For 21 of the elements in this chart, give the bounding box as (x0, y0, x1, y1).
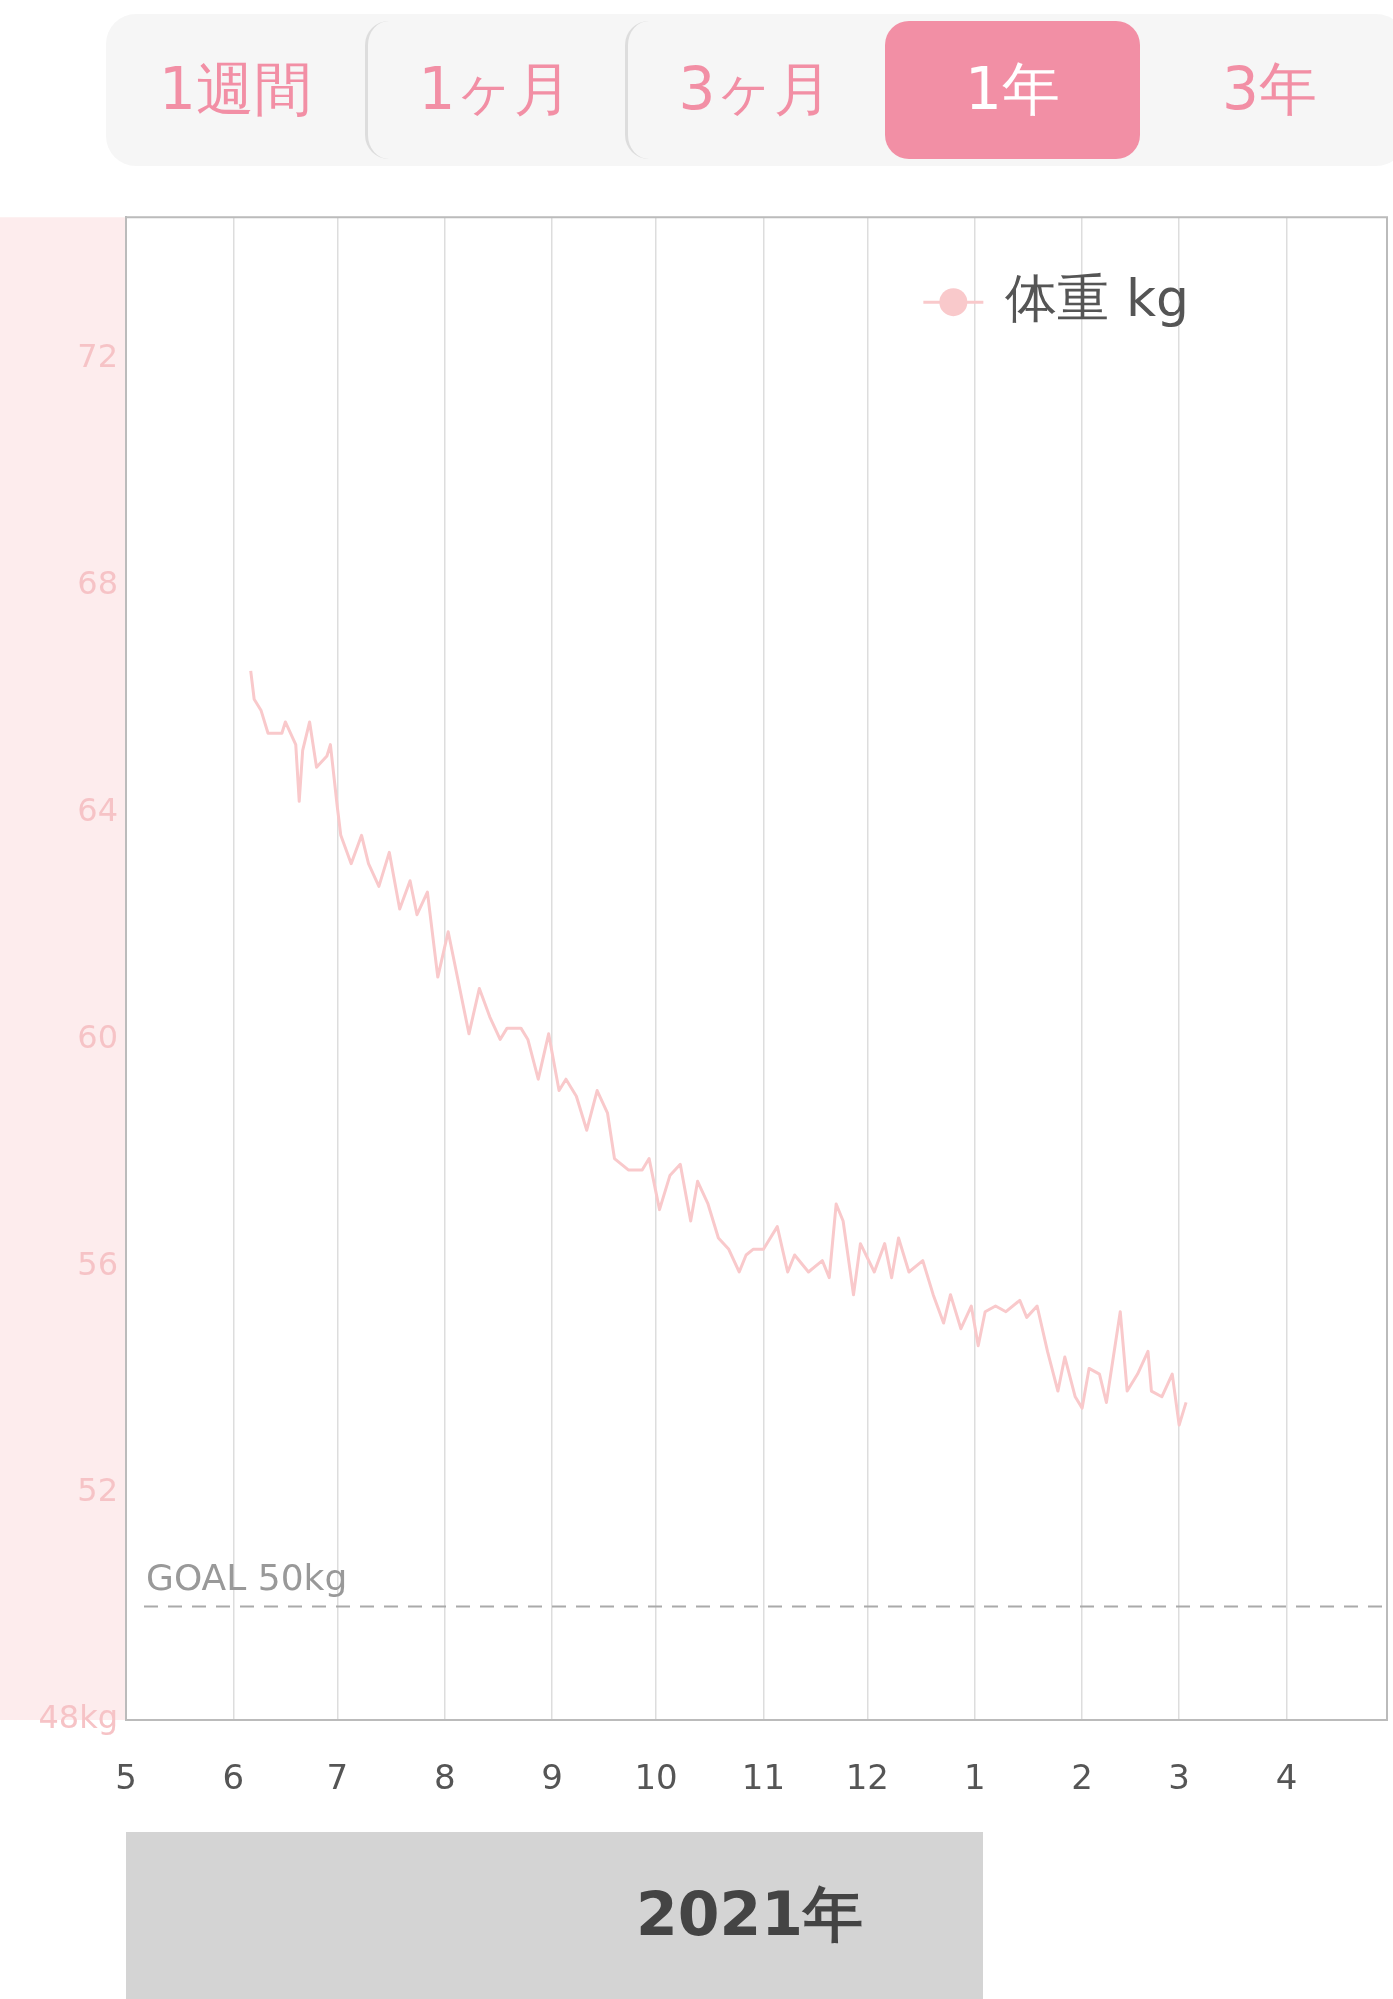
text: 1ヶ月 (365, 21, 623, 159)
x-tick-label: 4 (1275, 1757, 1298, 1798)
text: 1週間 (158, 54, 313, 125)
text: 1年 (885, 21, 1140, 159)
x-tick-label: 5 (115, 1757, 137, 1798)
x-tick-label: 2 (1071, 1757, 1093, 1798)
x-tick-label: 12 (845, 1757, 889, 1798)
text: 3年 (1221, 54, 1318, 125)
ref-line-label: GOAL 50kg (146, 1556, 348, 1598)
x-tick-label: 8 (433, 1757, 456, 1798)
x-tick-label: 9 (541, 1757, 563, 1798)
text: 2021年 (636, 1878, 863, 1951)
x-tick-label: 7 (326, 1757, 349, 1798)
legend-label: 体重 kg (1005, 267, 1190, 328)
x-tick-label: 3 (1168, 1757, 1190, 1798)
x-tick-label: 11 (741, 1757, 786, 1798)
x-tick-label: 1 (963, 1757, 986, 1798)
text: 3ヶ月 (625, 21, 883, 159)
x-tick-label: 6 (222, 1757, 245, 1798)
x-tick-label: 10 (634, 1757, 678, 1798)
y-tick-label: 48kg (38, 1698, 118, 1737)
